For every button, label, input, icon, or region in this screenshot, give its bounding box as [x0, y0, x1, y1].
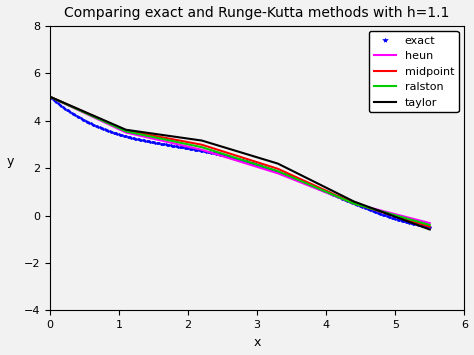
exact — [280, 171, 285, 176]
exact — [367, 208, 373, 212]
exact — [427, 225, 433, 229]
heun — [199, 148, 205, 152]
Line: heun: heun — [50, 97, 430, 223]
midpoint — [275, 167, 281, 171]
ralston — [47, 95, 53, 99]
Title: Comparing exact and Runge-Kutta methods with h=1.1: Comparing exact and Runge-Kutta methods … — [64, 6, 450, 20]
Line: taylor: taylor — [50, 97, 430, 229]
taylor — [275, 162, 281, 166]
exact — [273, 169, 279, 173]
Legend: exact, heun, midpoint, ralston, taylor: exact, heun, midpoint, ralston, taylor — [369, 31, 459, 112]
X-axis label: x: x — [254, 336, 261, 349]
ralston — [427, 223, 433, 227]
midpoint — [47, 95, 53, 99]
heun — [427, 221, 433, 225]
exact — [272, 169, 278, 173]
exact — [48, 96, 54, 100]
Line: exact: exact — [49, 95, 431, 228]
taylor — [351, 200, 356, 204]
midpoint — [427, 225, 433, 229]
heun — [123, 130, 129, 135]
heun — [47, 95, 53, 99]
midpoint — [351, 201, 356, 206]
heun — [351, 201, 356, 206]
taylor — [123, 128, 129, 132]
ralston — [123, 129, 129, 133]
taylor — [199, 138, 205, 143]
exact — [47, 95, 53, 99]
heun — [275, 171, 281, 175]
taylor — [47, 95, 53, 99]
ralston — [199, 145, 205, 149]
Line: midpoint: midpoint — [50, 97, 430, 227]
ralston — [275, 169, 281, 173]
ralston — [351, 202, 356, 206]
midpoint — [123, 129, 129, 133]
midpoint — [199, 143, 205, 147]
Y-axis label: y: y — [6, 155, 14, 168]
Line: ralston: ralston — [50, 97, 430, 225]
taylor — [427, 227, 433, 231]
exact — [392, 216, 397, 220]
